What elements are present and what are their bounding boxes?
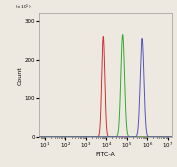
Text: $(\times10^1)$: $(\times10^1)$ [15,3,31,12]
X-axis label: FITC-A: FITC-A [95,152,115,157]
Y-axis label: Count: Count [18,66,23,85]
